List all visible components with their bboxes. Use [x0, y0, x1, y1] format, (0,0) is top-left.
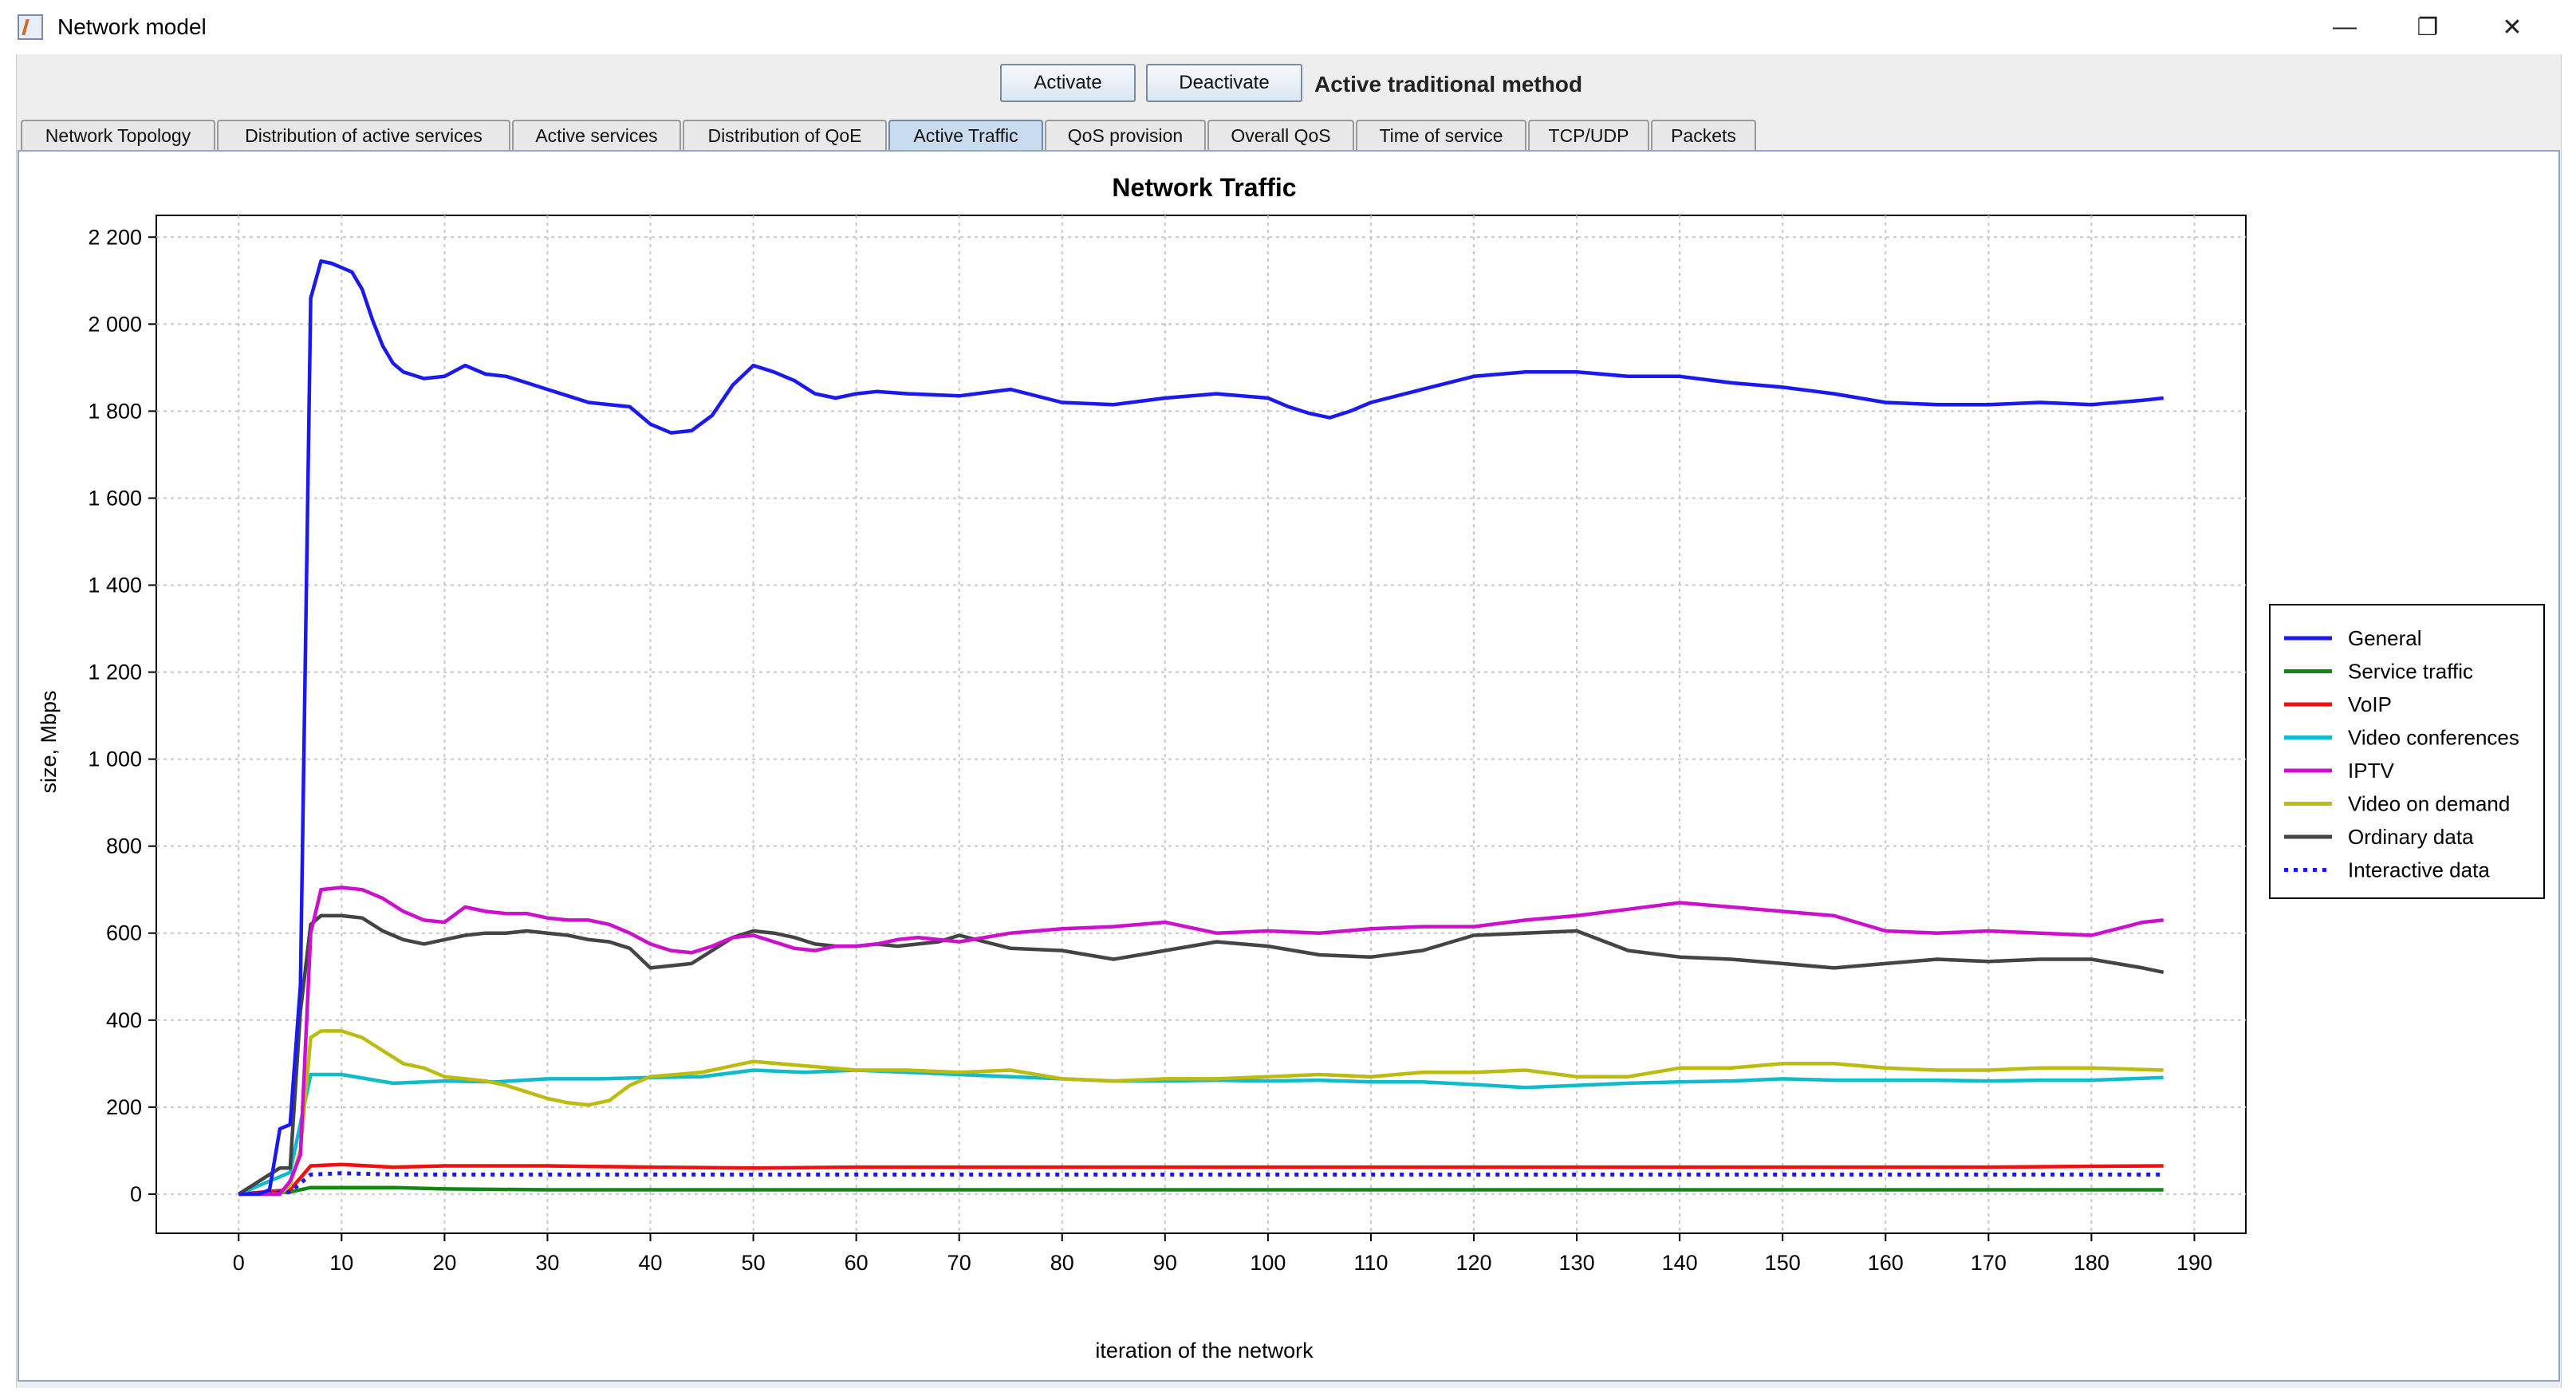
tab-tcp-udp[interactable]: TCP/UDP: [1528, 120, 1649, 150]
y-tick-label: 600: [106, 921, 142, 945]
series-lines: [238, 259, 2164, 1197]
x-tick-label: 180: [2074, 1251, 2109, 1275]
y-tick-label: 1 800: [88, 399, 142, 423]
series-line-service-traffic: [238, 1185, 2164, 1197]
tab-network-topology[interactable]: Network Topology: [21, 120, 215, 150]
legend-label: Interactive data: [2348, 858, 2490, 882]
chart-title: Network Traffic: [1112, 173, 1296, 202]
tab-distribution-of-qoe[interactable]: Distribution of QoE: [683, 120, 887, 150]
y-tick-label: 0: [130, 1182, 142, 1206]
x-tick-label: 160: [1868, 1251, 1904, 1275]
y-tick-label: 1 400: [88, 574, 142, 597]
close-icon[interactable]: ✕: [2502, 14, 2523, 41]
legend-label: VoIP: [2348, 692, 2392, 716]
tab-time-of-service[interactable]: Time of service: [1356, 120, 1526, 150]
y-tick-label: 2 000: [88, 312, 142, 336]
legend-label: Service traffic: [2348, 660, 2473, 684]
x-tick-label: 60: [845, 1251, 869, 1275]
y-axis-ticks: 0 200 400 600 800 1 000 1 200 1 400 1 600 1 800 2 …: [88, 225, 156, 1206]
x-tick-label: 30: [535, 1251, 559, 1275]
series-line-general: [238, 259, 2164, 1197]
y-tick-label: 400: [106, 1008, 142, 1032]
minimize-icon[interactable]: —: [2333, 14, 2357, 40]
legend-box: [2269, 604, 2545, 899]
y-axis-label: size, Mbps: [37, 690, 61, 793]
tab-distribution-of-active-services[interactable]: Distribution of active services: [217, 120, 510, 150]
series-line-iptv: [238, 885, 2164, 1197]
y-tick-label: 1 600: [88, 486, 142, 510]
y-tick-label: 200: [106, 1095, 142, 1119]
legend: General Service traffic VoIP Video conferen…: [2269, 604, 2545, 899]
x-tick-label: 130: [1559, 1251, 1595, 1275]
y-tick-label: 2 200: [88, 225, 142, 249]
java-app-icon: [18, 14, 43, 40]
activate-button[interactable]: Activate: [1000, 64, 1136, 102]
x-axis-label: iteration of the network: [1095, 1339, 1314, 1363]
series-line-interactive-data: [238, 1171, 2164, 1197]
legend-items: General Service traffic VoIP Video conferen…: [2284, 626, 2519, 882]
tab-active-traffic[interactable]: Active Traffic: [888, 120, 1043, 150]
x-tick-label: 110: [1353, 1251, 1388, 1275]
deactivate-button[interactable]: Deactivate: [1146, 64, 1302, 102]
y-tick-label: 1 000: [88, 747, 142, 771]
legend-label: General: [2348, 626, 2422, 650]
tab-active-services[interactable]: Active services: [512, 120, 681, 150]
x-tick-label: 120: [1455, 1251, 1491, 1275]
tab-packets[interactable]: Packets: [1651, 120, 1756, 150]
tab-overall-qos[interactable]: Overall QoS: [1207, 120, 1354, 150]
restore-icon[interactable]: ❐: [2416, 14, 2439, 41]
window-title: Network model: [57, 14, 207, 39]
legend-label: IPTV: [2348, 759, 2394, 783]
x-tick-label: 70: [947, 1251, 971, 1275]
x-tick-label: 170: [1971, 1251, 2007, 1275]
x-tick-label: 100: [1250, 1251, 1286, 1275]
plot-area: [156, 215, 2247, 1234]
x-tick-label: 90: [1153, 1251, 1177, 1275]
x-tick-label: 10: [329, 1251, 353, 1275]
series-line-video-on-demand: [238, 1029, 2164, 1197]
active-traffic-panel: Network Traffic 0 200 400 600 800 1 000 1 200 1…: [18, 150, 2560, 1382]
x-tick-label: 0: [233, 1251, 245, 1275]
x-tick-label: 150: [1765, 1251, 1801, 1275]
legend-label: Ordinary data: [2348, 825, 2474, 849]
series-line-video-conferences: [238, 1068, 2164, 1196]
tab-qos-provision[interactable]: QoS provision: [1045, 120, 1206, 150]
series-line-voip: [238, 1162, 2164, 1197]
x-tick-label: 140: [1662, 1251, 1698, 1275]
x-tick-label: 190: [2176, 1251, 2212, 1275]
x-tick-label: 80: [1050, 1251, 1074, 1275]
legend-label: Video on demand: [2348, 792, 2510, 816]
legend-label: Video conferences: [2348, 726, 2519, 750]
method-status-label: Active traditional method: [1314, 72, 1583, 97]
y-tick-label: 800: [106, 834, 142, 858]
title-bar: Network model — ❐ ✕: [0, 0, 2576, 54]
x-tick-label: 20: [432, 1251, 456, 1275]
x-axis-ticks: 0 10 20 30 40 50 60 70 80 90 100 110 120 130 140 150 160…: [233, 1233, 2212, 1275]
y-tick-label: 1 200: [88, 661, 142, 684]
x-tick-label: 40: [638, 1251, 662, 1275]
x-tick-label: 50: [742, 1251, 766, 1275]
